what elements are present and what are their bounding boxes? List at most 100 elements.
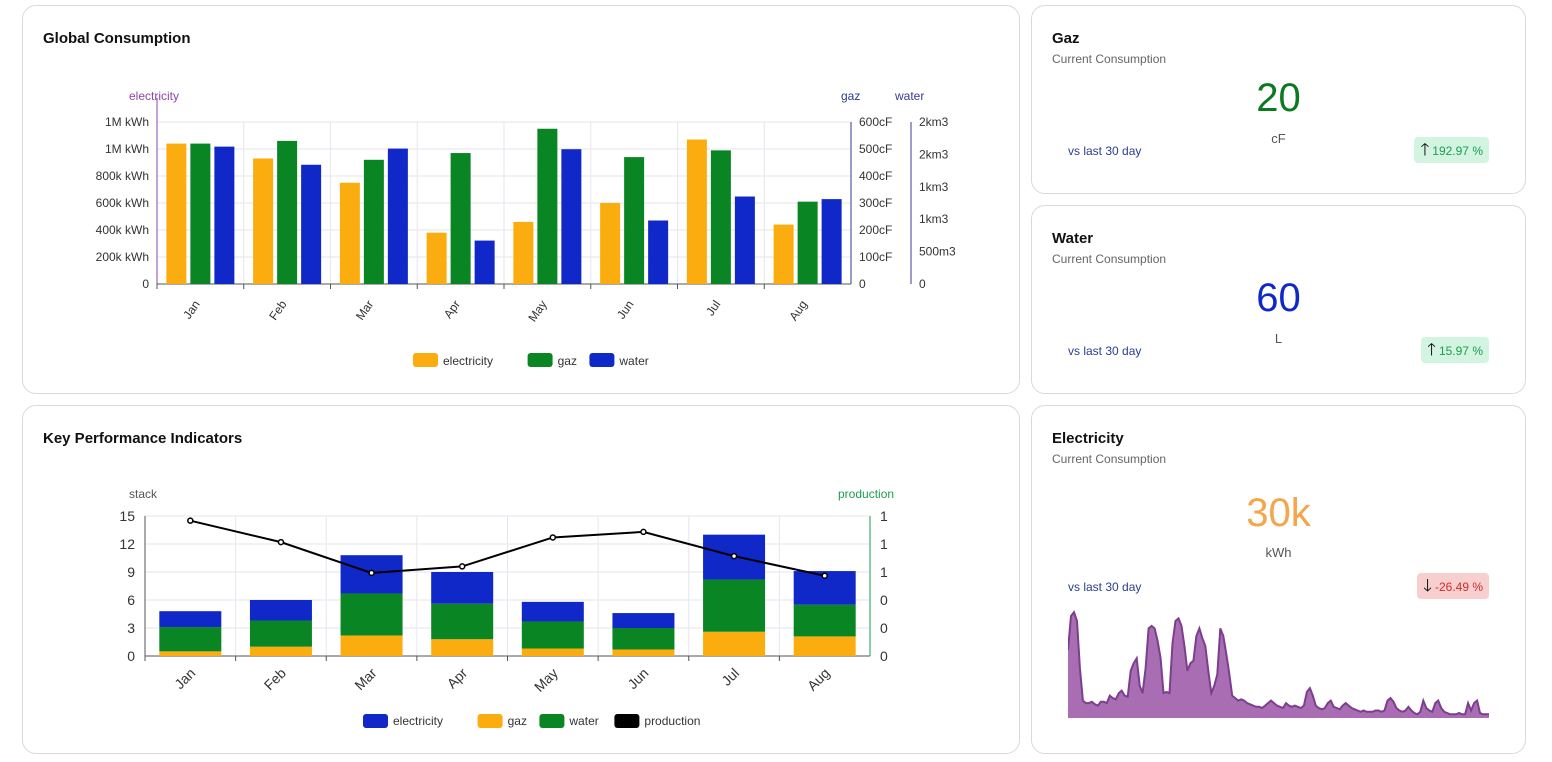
bar-gaz <box>710 150 731 284</box>
x-tick-label: Jan <box>171 665 198 692</box>
y-right2-tick-label: 500m3 <box>919 245 956 259</box>
y-left-tick-label: 1M kWh <box>105 142 149 156</box>
stack-bar-water <box>159 627 222 652</box>
production-point <box>730 552 738 560</box>
y-right-tick-label: 1 <box>880 564 888 580</box>
bar-electricity <box>513 221 534 284</box>
legend-label-electricity: electricity <box>393 714 443 728</box>
y-left-tick-label: 12 <box>119 536 135 552</box>
bar-water <box>734 196 755 284</box>
legend-swatch-water <box>539 714 565 728</box>
stack-bar-gaz <box>340 635 403 656</box>
y-right1-tick-label: 200cF <box>859 223 892 237</box>
x-tick-label: May <box>531 665 561 695</box>
stack-bar-water <box>340 593 403 636</box>
electricity-vs-label: vs last 30 day <box>1068 580 1142 594</box>
bar-water <box>648 220 669 284</box>
production-point <box>277 538 285 546</box>
y-right2-tick-label: 1km3 <box>919 212 949 226</box>
x-tick-label: Apr <box>441 298 463 321</box>
stack-bar-electricity <box>159 611 222 628</box>
bar-gaz <box>450 153 471 284</box>
y-right-tick-label: 0 <box>880 648 888 664</box>
y-right1-tick-label: 100cF <box>859 250 892 264</box>
y-left-tick-label: 200k kWh <box>96 250 149 264</box>
global-consumption-card: Global Consumption 0 200k kWh 400k kWh 600k… <box>22 5 1020 394</box>
bar-electricity <box>253 158 274 284</box>
y-left-tick-label: 800k kWh <box>96 169 149 183</box>
y-right2-tick-label: 2km3 <box>919 147 949 161</box>
y-right2-tick-label: 2km3 <box>919 115 949 129</box>
electricity-change-value: -26.49 % <box>1434 580 1483 594</box>
y-right-axis-name: production <box>838 487 894 501</box>
x-tick-label: Aug <box>786 298 810 324</box>
gaz-value: 20 <box>1256 76 1301 120</box>
legend-label-gaz: gaz <box>508 714 527 728</box>
legend-label-electricity: electricity <box>443 354 493 368</box>
stack-bar-electricity <box>612 613 675 628</box>
stack-bar-water <box>249 620 312 647</box>
gaz-vs-label: vs last 30 day <box>1068 144 1142 158</box>
x-tick-label: Jul <box>703 298 723 319</box>
stack-bar-gaz <box>159 651 222 656</box>
sparkline-area <box>1068 612 1489 718</box>
arrow-up-icon: 🡑 <box>1427 340 1436 359</box>
stack-bar-gaz <box>703 631 766 656</box>
y-left-tick-label: 3 <box>127 620 135 636</box>
gaz-card-title: Gaz <box>1052 30 1080 47</box>
y-right1-tick-label: 400cF <box>859 169 892 183</box>
y-right2-tick-label: 1km3 <box>919 180 949 194</box>
electricity-card-subtitle: Current Consumption <box>1052 452 1167 466</box>
legend-label-production: production <box>644 714 700 728</box>
production-point <box>640 528 647 536</box>
bar-gaz <box>537 128 558 284</box>
y-left-axis-name: stack <box>129 487 158 501</box>
production-line <box>190 519 825 577</box>
bar-water <box>301 164 322 284</box>
water-value: 60 <box>1256 276 1301 320</box>
legend-swatch-production <box>614 714 640 728</box>
x-tick-label: Jun <box>624 665 651 692</box>
y-right1-tick-label: 0 <box>859 277 866 291</box>
legend-label-gaz: gaz <box>558 354 577 368</box>
production-point <box>187 517 194 524</box>
y-right1-tick-label: 300cF <box>859 196 892 210</box>
kpi-card: Key Performance Indicators 0 0 3 0 6 0 9 1 12 1 15… <box>22 405 1020 754</box>
bar-water <box>474 240 495 284</box>
y-left-tick-label: 9 <box>127 564 135 580</box>
y-right-tick-label: 0 <box>880 592 888 608</box>
water-unit: L <box>1274 331 1283 346</box>
y-right2-axis-name: water <box>894 89 924 103</box>
y-left-tick-label: 400k kWh <box>96 223 149 237</box>
y-left-tick-label: 0 <box>127 648 135 664</box>
water-card-subtitle: Current Consumption <box>1052 252 1167 266</box>
global-consumption-chart: 0 200k kWh 400k kWh 600k kWh 800k kWh 1M kWh 1… <box>96 89 956 368</box>
stack-bar-electricity <box>431 572 494 604</box>
stack-bar-electricity <box>521 601 584 622</box>
bar-electricity <box>773 224 794 284</box>
y-right1-tick-label: 500cF <box>859 142 892 156</box>
x-tick-label: Mar <box>353 298 376 323</box>
stack-bar-gaz <box>612 649 675 656</box>
gaz-change-badge: 🡑 192.97 % <box>1414 137 1489 163</box>
y-right2-tick-label: 0 <box>919 277 926 291</box>
x-tick-label: Apr <box>444 665 471 692</box>
stack-bar-water <box>793 604 856 637</box>
electricity-unit: kWh <box>1265 545 1292 560</box>
x-tick-label: Feb <box>266 297 290 322</box>
arrow-up-icon: 🡑 <box>1420 140 1430 159</box>
production-point <box>549 534 557 541</box>
electricity-change-badge: 🡓 -26.49 % <box>1417 573 1489 599</box>
electricity-sparkline <box>1068 610 1489 718</box>
x-tick-label: Feb <box>261 665 290 694</box>
arrow-down-icon: 🡓 <box>1423 576 1432 595</box>
gaz-unit: cF <box>1271 131 1286 146</box>
bar-electricity <box>600 203 621 284</box>
y-left-tick-label: 600k kWh <box>96 196 149 210</box>
x-tick-label: Aug <box>804 665 833 694</box>
gaz-card-subtitle: Current Consumption <box>1052 52 1167 66</box>
bar-water <box>561 149 582 284</box>
bar-water <box>387 148 408 284</box>
stack-bar-gaz <box>793 636 856 656</box>
y-left-tick-label: 6 <box>127 592 135 608</box>
